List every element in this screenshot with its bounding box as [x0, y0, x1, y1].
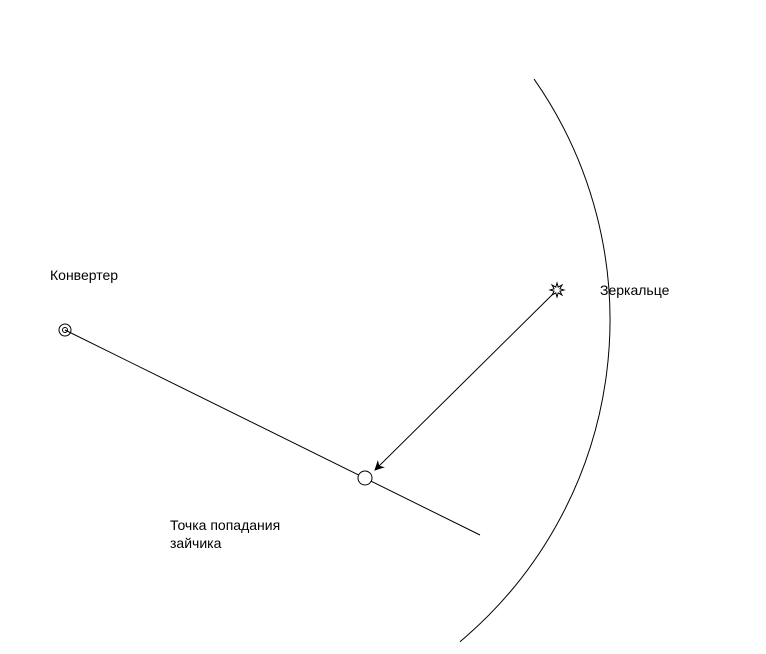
hit-point-label-line1: Точка попадания: [170, 517, 280, 533]
reflection-arrow: [375, 290, 557, 470]
diagram-canvas: Конвертер Зеркальце Точка попадания зайч…: [0, 0, 766, 654]
mirror-label: Зеркальце: [600, 282, 670, 298]
converter-label: Конвертер: [50, 267, 118, 283]
hit-point-label-line2: зайчика: [170, 535, 222, 551]
hit-point-marker: [358, 471, 372, 485]
dish-arc: [460, 79, 610, 642]
mirror-marker: [550, 283, 564, 297]
ray-line: [65, 330, 480, 535]
